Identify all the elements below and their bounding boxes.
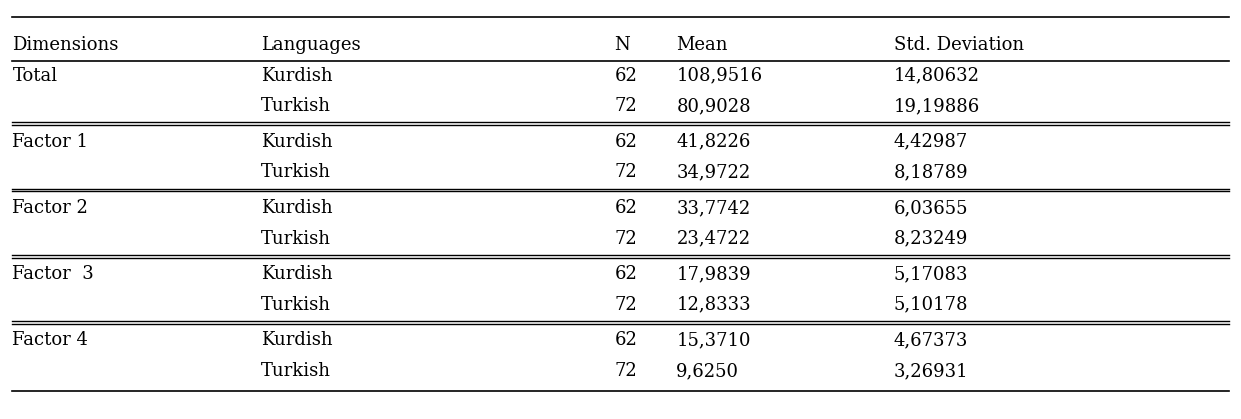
Text: Kurdish: Kurdish xyxy=(261,67,333,85)
Text: 19,19886: 19,19886 xyxy=(894,97,980,115)
Text: Languages: Languages xyxy=(261,36,360,54)
Text: 72: 72 xyxy=(614,362,637,380)
Text: 17,9839: 17,9839 xyxy=(676,265,751,283)
Text: N: N xyxy=(614,36,630,54)
Text: 62: 62 xyxy=(614,265,637,283)
Text: 14,80632: 14,80632 xyxy=(894,67,979,85)
Text: 33,7742: 33,7742 xyxy=(676,199,751,217)
Text: 8,18789: 8,18789 xyxy=(894,163,968,181)
Text: 72: 72 xyxy=(614,230,637,248)
Text: Mean: Mean xyxy=(676,36,727,54)
Text: Total: Total xyxy=(12,67,57,85)
Text: Factor  3: Factor 3 xyxy=(12,265,94,283)
Text: Turkish: Turkish xyxy=(261,296,330,314)
Text: 4,42987: 4,42987 xyxy=(894,133,968,151)
Text: Factor 1: Factor 1 xyxy=(12,133,88,151)
Text: 62: 62 xyxy=(614,199,637,217)
Text: 9,6250: 9,6250 xyxy=(676,362,740,380)
Text: 12,8333: 12,8333 xyxy=(676,296,751,314)
Text: 72: 72 xyxy=(614,97,637,115)
Text: 108,9516: 108,9516 xyxy=(676,67,762,85)
Text: Kurdish: Kurdish xyxy=(261,331,333,349)
Text: 5,10178: 5,10178 xyxy=(894,296,968,314)
Text: Std. Deviation: Std. Deviation xyxy=(894,36,1024,54)
Text: 15,3710: 15,3710 xyxy=(676,331,751,349)
Text: 62: 62 xyxy=(614,67,637,85)
Text: 80,9028: 80,9028 xyxy=(676,97,751,115)
Text: Kurdish: Kurdish xyxy=(261,133,333,151)
Text: 72: 72 xyxy=(614,163,637,181)
Text: 4,67373: 4,67373 xyxy=(894,331,968,349)
Text: Dimensions: Dimensions xyxy=(12,36,119,54)
Text: Turkish: Turkish xyxy=(261,362,330,380)
Text: 72: 72 xyxy=(614,296,637,314)
Text: Kurdish: Kurdish xyxy=(261,199,333,217)
Text: 8,23249: 8,23249 xyxy=(894,230,968,248)
Text: Turkish: Turkish xyxy=(261,230,330,248)
Text: 62: 62 xyxy=(614,133,637,151)
Text: Factor 2: Factor 2 xyxy=(12,199,88,217)
Text: Turkish: Turkish xyxy=(261,97,330,115)
Text: 5,17083: 5,17083 xyxy=(894,265,968,283)
Text: Factor 4: Factor 4 xyxy=(12,331,88,349)
Text: Kurdish: Kurdish xyxy=(261,265,333,283)
Text: Turkish: Turkish xyxy=(261,163,330,181)
Text: 23,4722: 23,4722 xyxy=(676,230,751,248)
Text: 3,26931: 3,26931 xyxy=(894,362,968,380)
Text: 41,8226: 41,8226 xyxy=(676,133,751,151)
Text: 6,03655: 6,03655 xyxy=(894,199,968,217)
Text: 34,9722: 34,9722 xyxy=(676,163,751,181)
Text: 62: 62 xyxy=(614,331,637,349)
